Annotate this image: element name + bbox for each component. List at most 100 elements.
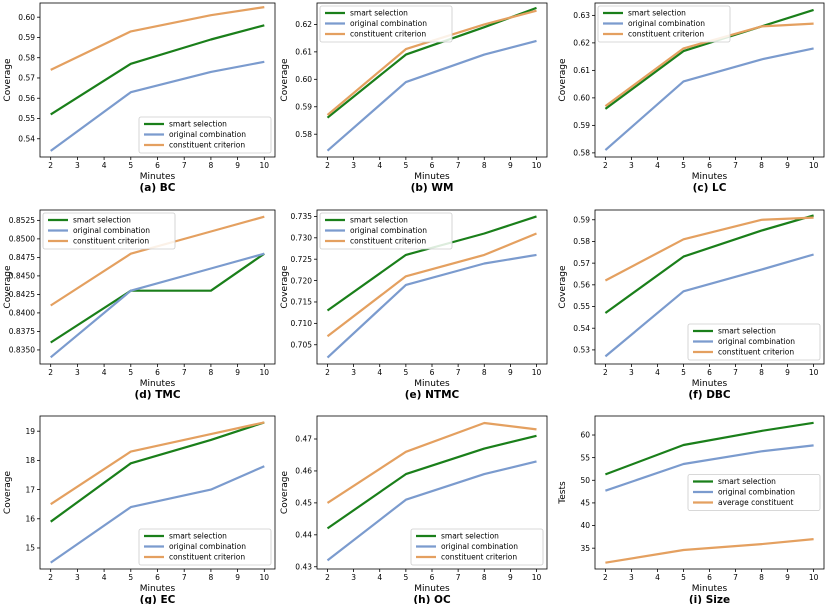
y-tick-label: 0.710 — [291, 319, 313, 328]
y-tick-label: 0.62 — [295, 20, 312, 29]
x-tick-label: 10 — [809, 161, 819, 170]
x-tick-label: 8 — [759, 573, 764, 582]
x-tick-label: 3 — [629, 573, 634, 582]
x-axis-label: Minutes — [414, 584, 450, 594]
legend-entry: constituent criterion — [441, 553, 517, 562]
y-tick-label: 0.61 — [295, 48, 312, 57]
chart-caption: (a) BC — [139, 182, 175, 194]
chart-panel-4: 2 3 4 5 6 7 8 9 10 0.8350 0.8375 0.8400 0.8425 0.8450… — [3, 209, 276, 401]
x-tick-label: 10 — [260, 573, 270, 582]
y-tick-label: 0.60 — [18, 13, 35, 22]
legend-entry: original combination — [169, 542, 246, 551]
x-tick-label: 2 — [48, 573, 53, 582]
x-tick-label: 2 — [325, 368, 330, 377]
legend-entry: smart selection — [169, 120, 227, 129]
chart-panel-3: 2 3 4 5 6 7 8 9 10 0.58 0.59 0.60 0.61 0.62 0.63 Minute… — [558, 2, 825, 194]
x-tick-label: 2 — [48, 368, 53, 377]
x-tick-label: 4 — [102, 161, 107, 170]
x-tick-label: 10 — [809, 573, 819, 582]
x-tick-label: 8 — [209, 161, 214, 170]
legend-box — [597, 5, 731, 43]
series-line-constituent — [50, 6, 265, 71]
series-line-original — [605, 444, 814, 492]
x-tick-label: 5 — [128, 573, 133, 582]
x-tick-label: 9 — [235, 368, 240, 377]
y-tick-label: 0.56 — [573, 281, 590, 290]
y-tick-label: 0.55 — [573, 302, 590, 311]
x-tick-label: 2 — [603, 368, 608, 377]
y-tick-label: 0.46 — [295, 467, 312, 476]
legend-box — [319, 5, 453, 43]
y-tick-label: 0.47 — [295, 435, 312, 444]
legend-entry: smart selection — [169, 532, 227, 541]
x-tick-label: 3 — [629, 161, 634, 170]
series-line-smart — [604, 214, 814, 314]
y-tick-label: 0.58 — [18, 53, 35, 62]
y-tick-label: 0.59 — [295, 102, 312, 111]
y-tick-label: 0.730 — [291, 234, 313, 243]
x-tick-label: 2 — [325, 161, 330, 170]
chart-panel-1: 2 3 4 5 6 7 8 9 10 0.54 0.55 0.56 0.57 0.58 0.59 0.60 Mi… — [3, 2, 276, 194]
y-tick-label: 19 — [25, 427, 35, 436]
series-line-smart — [50, 421, 265, 523]
legend-entry: smart selection — [350, 9, 408, 18]
series-line-constituent — [604, 216, 814, 282]
x-tick-label: 2 — [48, 161, 53, 170]
y-axis-label: Coverage — [3, 470, 13, 514]
y-tick-label: 0.45 — [295, 499, 312, 508]
y-tick-label: 55 — [580, 453, 590, 462]
y-tick-label: 0.60 — [573, 94, 590, 103]
x-tick-label: 5 — [128, 161, 133, 170]
x-tick-label: 8 — [759, 368, 764, 377]
y-tick-label: 0.720 — [291, 276, 313, 285]
chart-panel-8: 2 3 4 5 6 7 8 9 10 0.43 0.44 0.45 0.46 0.47 Minutes Cov… — [280, 415, 548, 604]
y-tick-label: 0.54 — [573, 324, 590, 333]
x-tick-label: 5 — [403, 161, 408, 170]
x-tick-label: 8 — [482, 573, 487, 582]
y-axis-label: Coverage — [280, 470, 290, 514]
y-tick-label: 0.725 — [291, 255, 313, 264]
x-axis-label: Minutes — [692, 379, 728, 389]
x-tick-label: 9 — [508, 573, 513, 582]
y-axis-label: Coverage — [558, 58, 568, 102]
x-tick-label: 10 — [260, 161, 270, 170]
series-line-constituent — [326, 421, 537, 504]
series-line-smart — [50, 252, 265, 344]
x-tick-label: 7 — [733, 573, 738, 582]
y-tick-label: 0.43 — [295, 562, 312, 571]
y-tick-label: 0.8375 — [9, 327, 35, 336]
chart-caption: (h) OC — [413, 594, 451, 604]
chart-caption: (c) LC — [693, 182, 727, 194]
legend: smart selection original combinationavera… — [687, 474, 821, 511]
y-tick-label: 15 — [25, 544, 35, 553]
series-line-smart — [50, 24, 265, 116]
x-tick-label: 7 — [182, 573, 187, 582]
x-tick-label: 7 — [733, 368, 738, 377]
x-tick-label: 5 — [128, 368, 133, 377]
y-tick-label: 17 — [25, 485, 35, 494]
y-tick-label: 0.59 — [573, 215, 590, 224]
series-line-original — [50, 60, 265, 152]
chart-panel-5: 2 3 4 5 6 7 8 9 10 0.705 0.710 0.715 0.720 0.725 0.730… — [280, 209, 548, 401]
y-tick-label: 0.735 — [291, 212, 313, 221]
x-tick-label: 5 — [403, 573, 408, 582]
chart-caption: (g) EC — [140, 594, 176, 604]
series-line-original — [604, 253, 814, 358]
x-tick-label: 5 — [681, 161, 686, 170]
x-tick-label: 2 — [603, 161, 608, 170]
legend-entry: original combination — [441, 542, 518, 551]
series-line-smart — [605, 421, 814, 476]
x-tick-label: 9 — [235, 161, 240, 170]
x-tick-label: 9 — [785, 573, 790, 582]
x-tick-label: 9 — [235, 573, 240, 582]
x-tick-label: 8 — [209, 368, 214, 377]
chart-caption: (i) Size — [689, 594, 730, 604]
x-tick-label: 10 — [532, 161, 542, 170]
legend-entry: original combination — [718, 337, 795, 346]
y-tick-label: 0.56 — [18, 94, 35, 103]
x-tick-label: 4 — [377, 368, 382, 377]
